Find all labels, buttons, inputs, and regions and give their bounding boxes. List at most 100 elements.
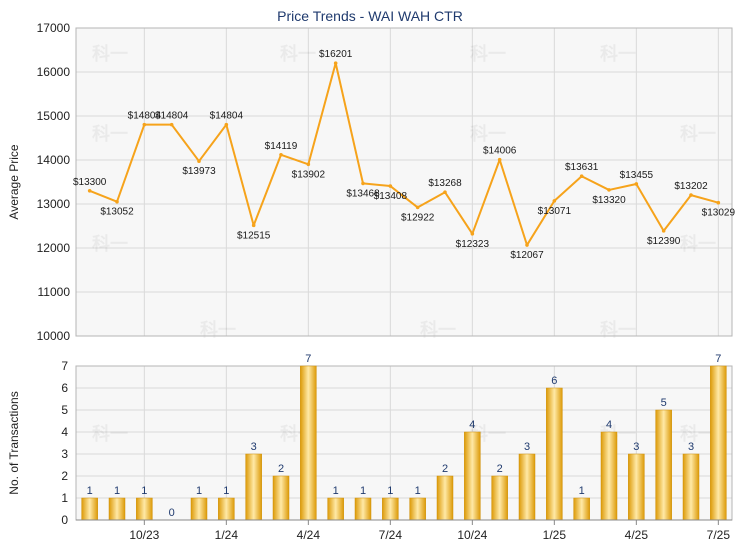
price-point [661, 229, 666, 233]
chart-title: Price Trends - WAI WAH CTR [277, 8, 463, 24]
tx-y-tick-label: 6 [61, 381, 68, 395]
watermark-text: 科一 [92, 123, 128, 144]
tx-bar [710, 365, 727, 521]
tx-y-tick-label: 3 [61, 447, 68, 461]
price-point [224, 122, 229, 127]
price-data-label: $12323 [456, 239, 490, 250]
tx-bar [436, 475, 454, 521]
watermark-text: 科一 [680, 423, 716, 444]
tx-data-label: 3 [633, 441, 639, 453]
tx-y-tick-label: 5 [61, 403, 68, 417]
price-data-label: $12922 [401, 212, 435, 223]
price-point [197, 159, 201, 163]
price-y-tick-label: 16000 [37, 65, 71, 79]
price-data-label: $14804 [210, 111, 244, 122]
price-data-label: $13902 [292, 169, 326, 180]
tx-data-label: 1 [387, 485, 393, 497]
price-data-label: $13029 [702, 208, 736, 219]
price-point [306, 162, 311, 167]
price-point [497, 157, 502, 162]
tx-bar [245, 453, 262, 521]
tx-bar [491, 475, 508, 521]
watermark-text: 科一 [470, 43, 506, 64]
price-y-tick-label: 11000 [38, 285, 71, 299]
tx-data-label: 2 [442, 463, 448, 475]
x-tick-label: 10/23 [129, 528, 159, 542]
tx-bar [382, 497, 399, 521]
x-tick-label: 1/25 [543, 528, 567, 542]
price-point [333, 61, 338, 65]
tx-y-tick-label: 7 [61, 359, 68, 373]
watermark-text: 科一 [680, 233, 716, 254]
price-point [115, 199, 119, 204]
price-data-label: $14119 [265, 141, 298, 152]
tx-y-tick-label: 2 [61, 469, 68, 483]
tx-bar [354, 497, 372, 521]
price-point [361, 181, 365, 186]
price-data-label: $13468 [346, 188, 380, 199]
tx-data-label: 6 [551, 375, 557, 387]
price-data-label: $12390 [647, 236, 681, 247]
tx-bar [108, 497, 126, 521]
price-point [689, 193, 693, 197]
tx-data-label: 1 [333, 485, 339, 497]
price-point [251, 223, 256, 228]
price-point [552, 199, 557, 203]
price-point [716, 200, 721, 205]
tx-y-tick-label: 0 [61, 513, 68, 527]
tx-data-label: 1 [141, 485, 147, 497]
tx-y-axis-title: No. of Transactions [7, 391, 21, 494]
tx-bar [81, 497, 98, 521]
price-data-label: $13071 [538, 206, 572, 217]
watermark-text: 科一 [420, 319, 456, 340]
tx-bar [300, 365, 317, 521]
tx-bar [190, 497, 208, 521]
tx-bar [327, 497, 344, 521]
tx-data-label: 1 [87, 485, 93, 497]
tx-bar [464, 431, 481, 521]
watermark-text: 科一 [600, 43, 636, 64]
tx-data-label: 1 [223, 485, 229, 497]
price-plot-border [75, 27, 733, 337]
tx-bar [136, 497, 153, 521]
price-point [443, 190, 447, 195]
tx-data-label: 4 [469, 419, 475, 431]
watermark-text: 科一 [200, 319, 236, 340]
price-point [388, 184, 393, 188]
price-panel: 10000 11000 12000 13000 14000 15000 16000 17000… [7, 21, 735, 343]
tx-bar [518, 453, 536, 521]
price-data-label: $13973 [182, 166, 216, 177]
tx-bar [655, 409, 672, 521]
tx-data-label: 1 [579, 485, 585, 497]
watermark-text: 科一 [680, 123, 716, 144]
price-y-tick-label: 12000 [37, 241, 71, 255]
price-point [142, 122, 147, 127]
tx-y-tick-label: 1 [61, 491, 68, 505]
price-data-label: $13268 [428, 178, 462, 189]
tx-bar [409, 497, 426, 521]
tx-bar [218, 497, 235, 521]
tx-y-tick-label: 4 [61, 425, 68, 439]
price-data-label: $13455 [620, 170, 654, 181]
tx-data-label: 7 [305, 353, 311, 365]
tx-bar [682, 453, 700, 521]
price-y-tick-label: 17000 [37, 21, 71, 35]
x-tick-label: 7/25 [707, 528, 731, 542]
tx-data-label: 1 [415, 485, 421, 497]
price-series-line [89, 62, 719, 247]
x-tick-label: 1/24 [215, 528, 239, 542]
price-plot-area [76, 28, 732, 336]
tx-data-label: 3 [251, 441, 257, 453]
price-y-tick-label: 15000 [37, 109, 71, 123]
watermark-text: 科一 [92, 233, 128, 254]
tx-bar [573, 497, 590, 521]
x-tick-label: 10/24 [457, 528, 487, 542]
price-data-label: $14804 [128, 111, 162, 122]
price-data-label: $13052 [100, 207, 134, 218]
price-data-label: $12515 [237, 230, 271, 241]
price-point [607, 188, 611, 192]
price-data-label: $13631 [565, 162, 599, 173]
